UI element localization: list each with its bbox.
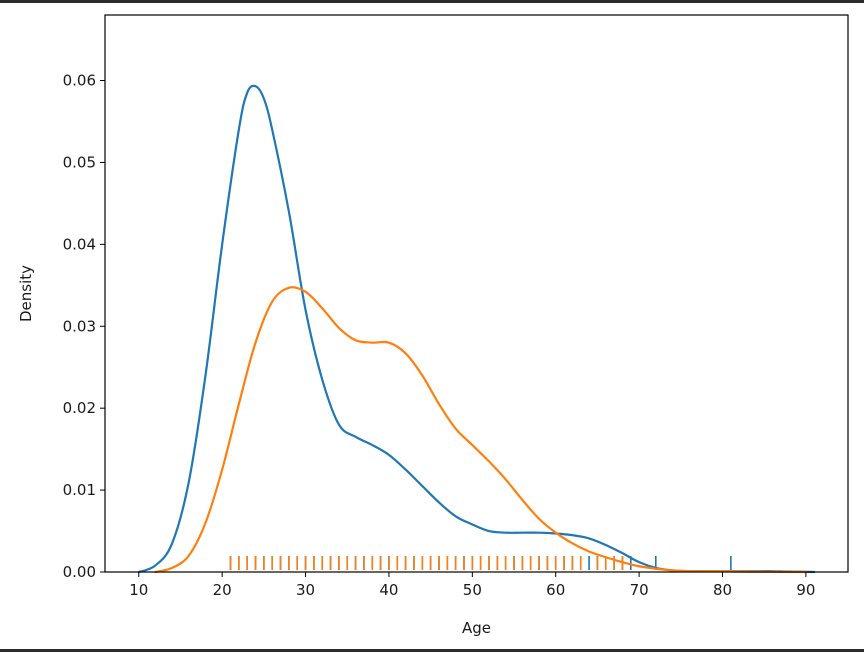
y-tick-label: 0.06 <box>63 72 96 90</box>
bottom-border <box>0 649 864 652</box>
x-axis-label: Age <box>462 619 491 637</box>
x-tick-label: 90 <box>796 581 815 599</box>
x-tick-label: 80 <box>713 581 732 599</box>
y-tick-label: 0.05 <box>63 153 96 171</box>
y-tick-label: 0.01 <box>63 481 96 499</box>
density-curve-1 <box>154 286 807 574</box>
y-tick-label: 0.02 <box>63 399 96 417</box>
x-tick-label: 70 <box>630 581 649 599</box>
y-axis-label: Density <box>17 265 35 322</box>
x-tick-label: 50 <box>463 581 482 599</box>
y-axis-ticks: 0.00 0.01 0.02 0.03 0.04 0.05 0.06 <box>63 72 105 581</box>
y-tick-label: 0.04 <box>63 235 96 253</box>
y-tick-label: 0.03 <box>63 317 96 335</box>
x-tick-label: 60 <box>546 581 565 599</box>
plot-content <box>137 84 816 574</box>
y-tick-label: 0.00 <box>63 563 96 581</box>
x-axis-ticks: 10 20 30 40 50 60 70 80 90 <box>129 572 815 599</box>
x-tick-label: 30 <box>296 581 315 599</box>
rug-series-1 <box>229 556 624 570</box>
density-curve-0 <box>137 84 816 574</box>
x-tick-label: 10 <box>129 581 148 599</box>
x-tick-label: 20 <box>213 581 232 599</box>
top-border <box>0 0 864 3</box>
x-tick-label: 40 <box>379 581 398 599</box>
axes-frame <box>104 14 849 573</box>
